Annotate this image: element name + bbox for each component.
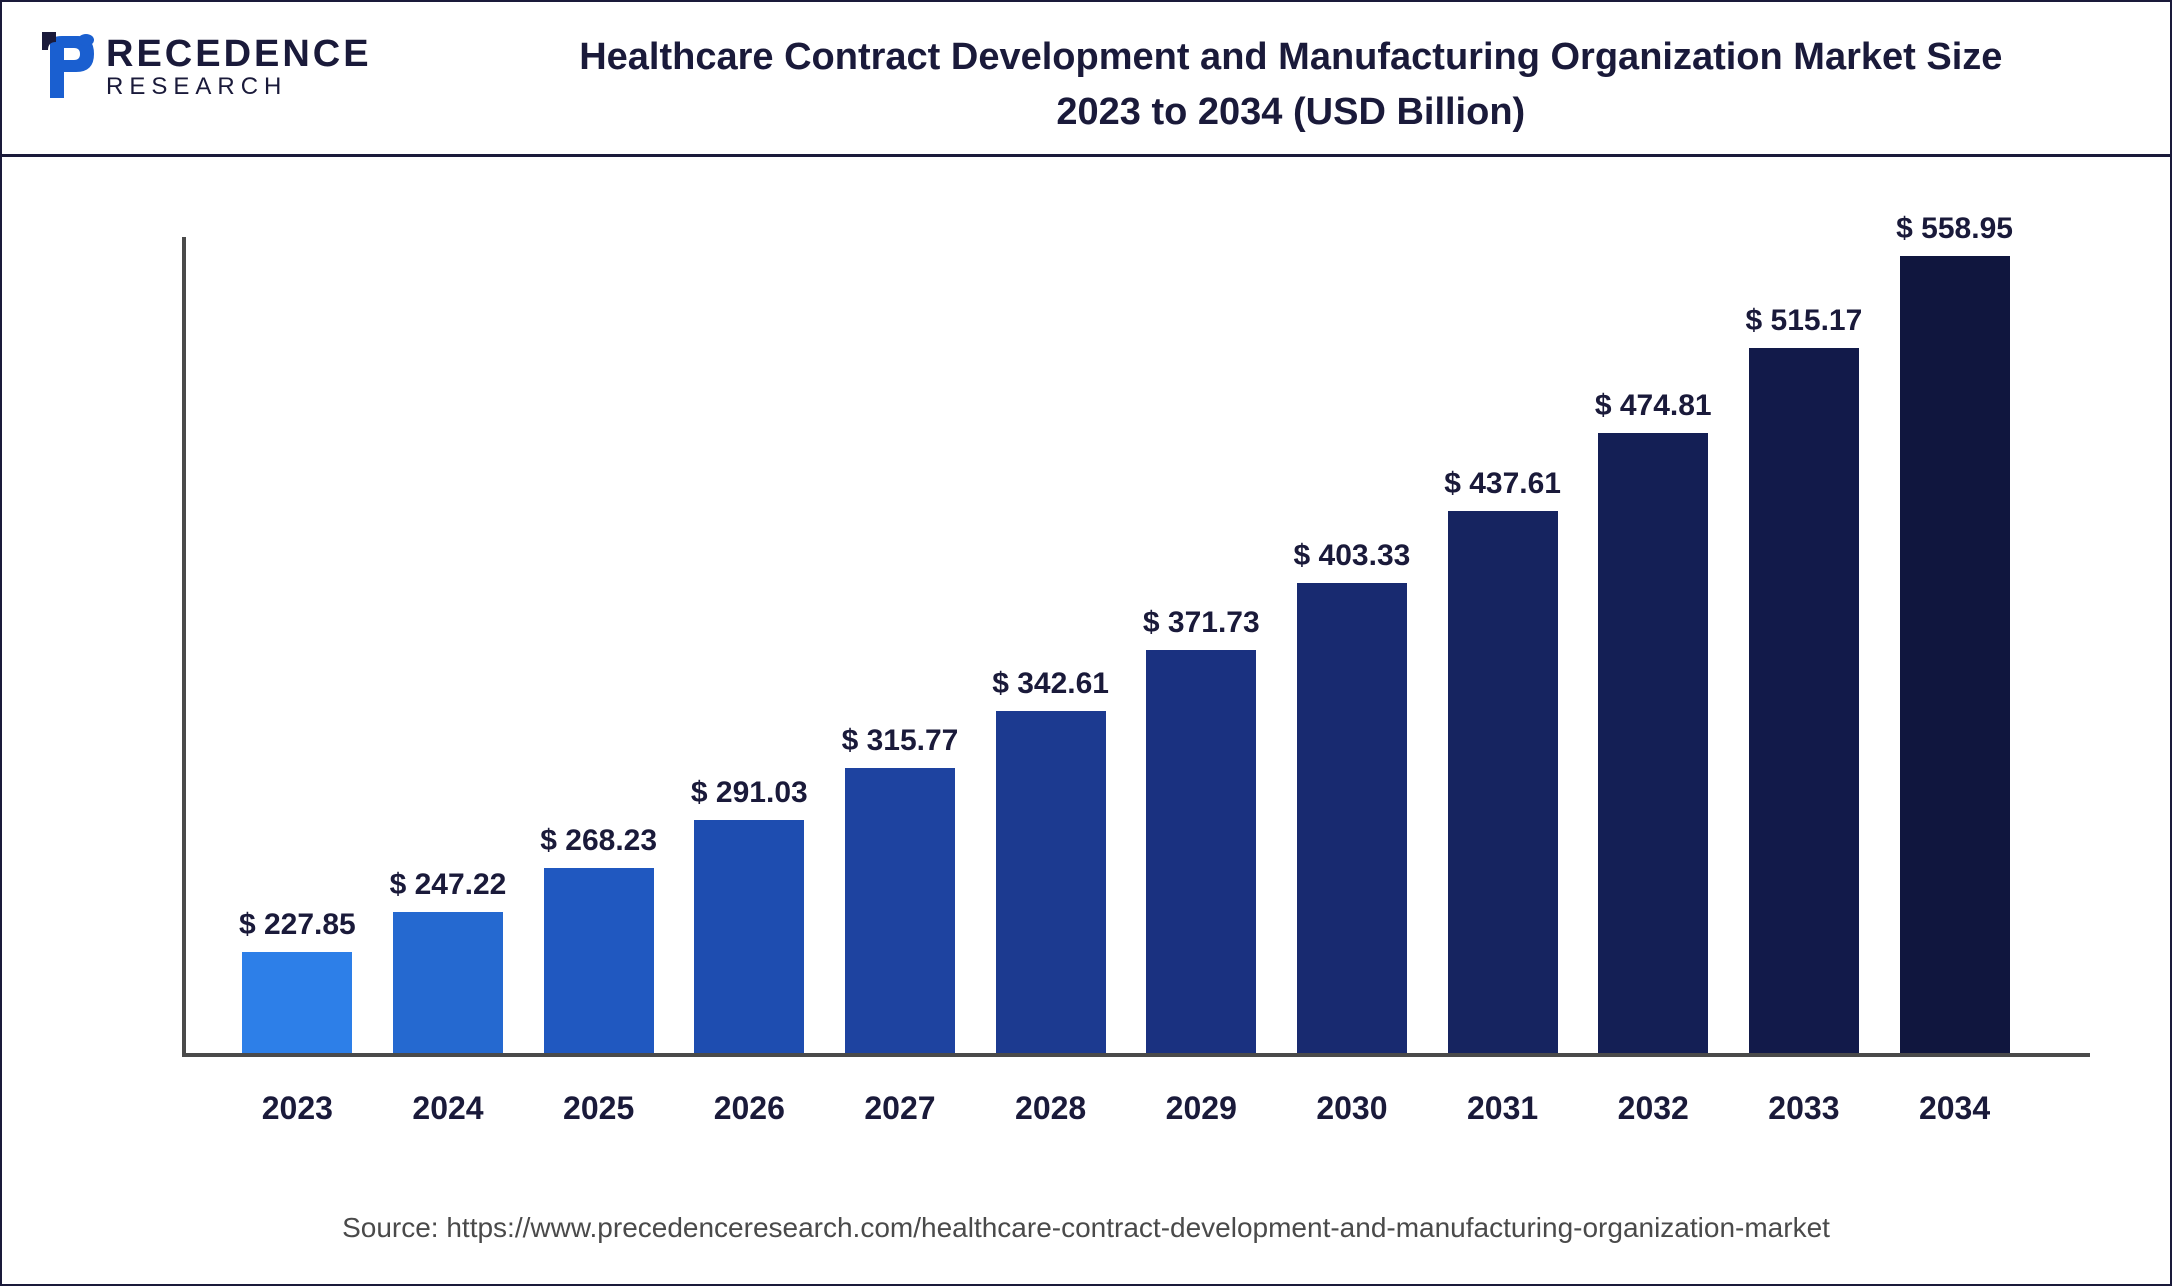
bar-column: $ 371.73 [1146,606,1256,1053]
x-axis-label: 2029 [1146,1090,1256,1127]
chart-plot-area: $ 227.85 $ 247.22 $ 268.23 $ 291.03 $ 315.77… [182,237,2070,1057]
bar-column: $ 315.77 [845,724,955,1053]
title-line-2: 2023 to 2034 (USD Billion) [452,91,2130,134]
bar-value-label: $ 247.22 [390,868,507,902]
bar-value-label: $ 558.95 [1896,212,2013,246]
x-axis-label: 2033 [1749,1090,1859,1127]
bar-value-label: $ 268.23 [540,824,657,858]
bar [544,868,654,1054]
bar [1900,256,2010,1053]
bar-column: $ 342.61 [996,667,1106,1053]
x-axis-label: 2024 [393,1090,503,1127]
x-axis-label: 2031 [1448,1090,1558,1127]
x-axis-label: 2025 [544,1090,654,1127]
logo-p-icon [42,32,100,102]
bar-column: $ 247.22 [393,868,503,1053]
bar-value-label: $ 315.77 [842,724,959,758]
bar [845,768,955,1053]
header: RECEDENCE RESEARCH Healthcare Contract D… [2,2,2170,157]
bar-column: $ 403.33 [1297,539,1407,1053]
bar-value-label: $ 291.03 [691,776,808,810]
bar-column: $ 558.95 [1900,212,2010,1053]
bar [1297,583,1407,1053]
x-axis-label: 2032 [1598,1090,1708,1127]
chart-title: Healthcare Contract Development and Manu… [452,32,2130,134]
bar-value-label: $ 342.61 [992,667,1109,701]
x-axis-label: 2030 [1297,1090,1407,1127]
bar-value-label: $ 437.61 [1444,467,1561,501]
bar [242,952,352,1053]
bar [393,912,503,1053]
x-axis-label: 2027 [845,1090,955,1127]
bar [1598,433,1708,1053]
bar-column: $ 474.81 [1598,389,1708,1053]
bar-column: $ 515.17 [1749,304,1859,1053]
x-axis-label: 2023 [242,1090,352,1127]
bar-column: $ 291.03 [694,776,804,1053]
bar [1749,348,1859,1053]
logo-text: RECEDENCE RESEARCH [106,35,372,99]
title-line-1: Healthcare Contract Development and Manu… [452,36,2130,79]
logo: RECEDENCE RESEARCH [42,32,372,102]
x-labels-container: 2023 2024 2025 2026 2027 2028 2029 2030 2031 2032… [182,1090,2070,1127]
bar-column: $ 437.61 [1448,467,1558,1053]
x-axis-label: 2034 [1900,1090,2010,1127]
bar-column: $ 268.23 [544,824,654,1054]
bar-value-label: $ 474.81 [1595,389,1712,423]
bar [1448,511,1558,1053]
x-axis [182,1053,2090,1057]
bar [1146,650,1256,1053]
bar-value-label: $ 515.17 [1746,304,1863,338]
bar-value-label: $ 403.33 [1294,539,1411,573]
logo-brand-line2: RESEARCH [106,75,372,99]
bars-container: $ 227.85 $ 247.22 $ 268.23 $ 291.03 $ 315.77… [182,237,2070,1053]
bar [996,711,1106,1053]
bar-value-label: $ 371.73 [1143,606,1260,640]
bar-column: $ 227.85 [242,908,352,1053]
bar [694,820,804,1053]
logo-brand-line1: RECEDENCE [106,35,372,73]
x-axis-label: 2026 [694,1090,804,1127]
source-text: Source: https://www.precedenceresearch.c… [2,1212,2170,1244]
bar-value-label: $ 227.85 [239,908,356,942]
x-axis-label: 2028 [996,1090,1106,1127]
